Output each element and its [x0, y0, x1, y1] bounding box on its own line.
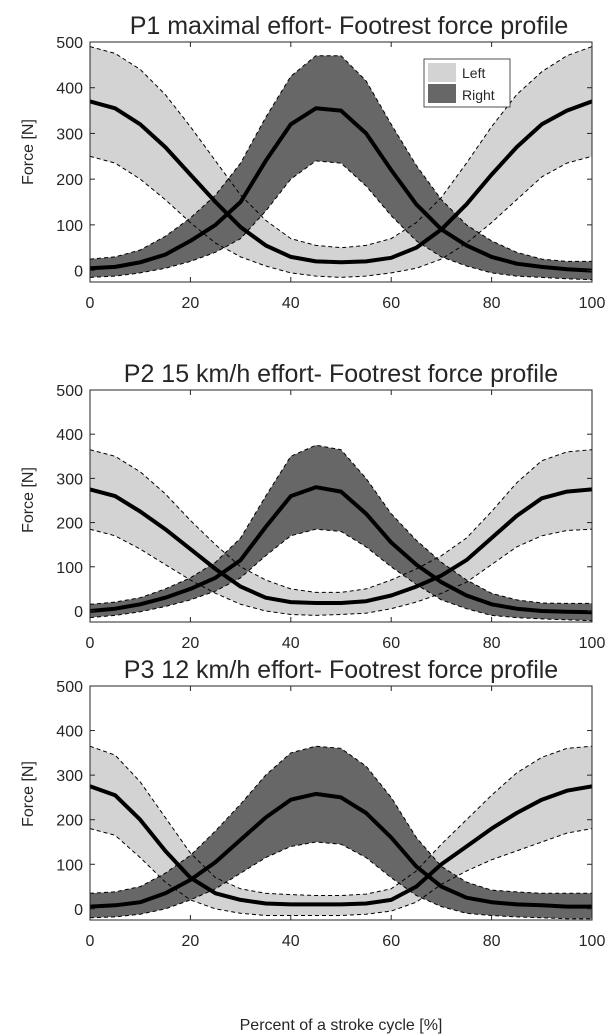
mean-line-right — [90, 485, 592, 615]
legend-label-right: Right — [462, 87, 495, 103]
y-tick-label: 500 — [56, 383, 83, 400]
series-layer — [90, 745, 592, 920]
panel-p3: P3 12 km/h effort- Footrest force profil… — [20, 656, 605, 1034]
x-tick-label: 40 — [282, 635, 300, 652]
y-tick-label: 0 — [74, 264, 83, 281]
x-tick-label: 80 — [483, 933, 501, 950]
y-tick-label: 100 — [56, 857, 83, 874]
panel-title: P3 12 km/h effort- Footrest force profil… — [124, 656, 558, 684]
y-tick-label: 200 — [56, 516, 83, 533]
x-tick-label: 20 — [182, 635, 200, 652]
y-axis-label: Force [N] — [20, 119, 37, 185]
mean-line-right — [90, 106, 592, 273]
lower-bound-right — [90, 841, 592, 920]
upper-bound-left — [90, 449, 592, 593]
band-right — [90, 746, 592, 919]
x-axis-label: Percent of a stroke cycle [%] — [240, 1017, 443, 1034]
x-tick-label: 20 — [182, 295, 200, 312]
legend-swatch-right — [428, 84, 456, 103]
y-tick-label: 300 — [56, 126, 83, 143]
upper-bound-right — [90, 55, 592, 262]
series-layer — [90, 444, 592, 622]
plot-area: 0 100 200 300 400 500 0 20 40 60 80 100 — [56, 679, 605, 950]
lower-bound-right — [90, 160, 592, 281]
x-tick-label: 80 — [483, 635, 501, 652]
x-tick-label: 100 — [579, 295, 606, 312]
y-tick-label: 500 — [56, 679, 83, 696]
y-axis-label: Force [N] — [20, 467, 37, 533]
y-tick-label: 500 — [56, 35, 83, 52]
x-tick-label: 100 — [579, 635, 606, 652]
plot-area: 0 100 200 300 400 500 0 20 40 60 80 100 — [56, 383, 605, 652]
x-tick-label: 60 — [382, 295, 400, 312]
y-tick-label: 300 — [56, 471, 83, 488]
y-tick-label: 200 — [56, 172, 83, 189]
y-tick-label: 300 — [56, 768, 83, 785]
y-tick-label: 100 — [56, 560, 83, 577]
lower-bound-left — [90, 155, 592, 278]
mean-line-left — [90, 99, 592, 265]
mean-line-right — [90, 791, 592, 909]
y-axis-label: Force [N] — [20, 761, 37, 827]
y-tick-label: 400 — [56, 427, 83, 444]
x-tick-label: 60 — [382, 635, 400, 652]
y-tick-label: 400 — [56, 724, 83, 741]
x-tick-label: 80 — [483, 295, 501, 312]
panel-p2: P2 15 km/h effort- Footrest force profil… — [20, 360, 605, 652]
mean-line-left — [90, 784, 592, 907]
plot-area: 0 100 200 300 400 500 0 20 40 60 80 100 — [56, 35, 605, 312]
upper-bound-right — [90, 745, 592, 894]
upper-bound-left — [90, 745, 592, 896]
panel-p1: P1 maximal effort- Footrest force profil… — [20, 12, 605, 312]
panel-title: P1 maximal effort- Footrest force profil… — [130, 12, 569, 40]
lower-bound-left — [90, 528, 592, 616]
upper-bound-right — [90, 444, 592, 605]
y-tick-label: 0 — [74, 604, 83, 621]
y-tick-label: 100 — [56, 218, 83, 235]
x-tick-label: 0 — [86, 635, 95, 652]
x-tick-label: 40 — [282, 295, 300, 312]
axes-box — [89, 685, 593, 921]
panel-title: P2 15 km/h effort- Footrest force profil… — [124, 360, 558, 388]
axes-box — [89, 41, 593, 283]
x-tick-label: 20 — [182, 933, 200, 950]
series-layer — [90, 46, 592, 281]
lower-bound-right — [90, 528, 592, 622]
x-tick-label: 0 — [86, 295, 95, 312]
mean-line-left — [90, 487, 592, 605]
x-tick-label: 100 — [579, 933, 606, 950]
x-tick-label: 0 — [86, 933, 95, 950]
legend-swatch-left — [428, 63, 456, 82]
legend: Left Right — [423, 58, 511, 108]
y-tick-label: 200 — [56, 813, 83, 830]
x-tick-label: 60 — [382, 933, 400, 950]
axes-box — [89, 389, 593, 623]
y-tick-label: 0 — [74, 902, 83, 919]
x-tick-label: 40 — [282, 933, 300, 950]
legend-label-left: Left — [462, 65, 485, 81]
y-tick-label: 400 — [56, 81, 83, 98]
